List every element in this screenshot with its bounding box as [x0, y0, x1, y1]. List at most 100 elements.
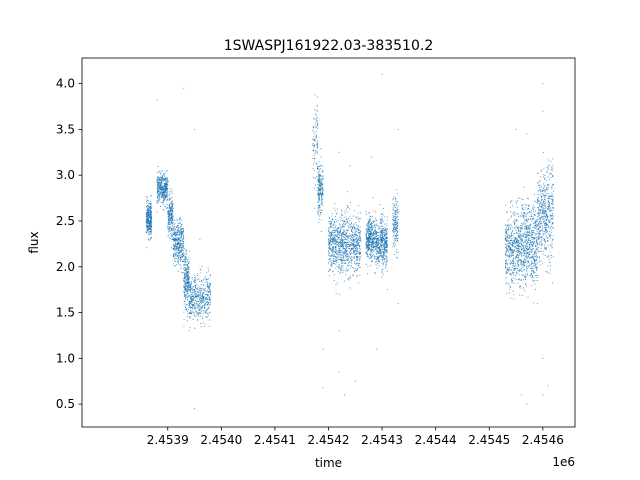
data-point [366, 240, 369, 242]
data-point [384, 255, 386, 257]
data-point [512, 259, 514, 261]
data-point [165, 194, 167, 196]
data-point [384, 247, 386, 249]
data-point [165, 199, 167, 201]
data-point [524, 247, 526, 249]
data-point [366, 214, 368, 216]
data-point [522, 236, 525, 238]
data-point [373, 250, 375, 252]
data-point [359, 256, 361, 258]
data-point [351, 244, 353, 246]
data-point [208, 278, 210, 280]
data-point [159, 199, 161, 201]
data-point [525, 285, 527, 287]
data-point [358, 246, 360, 248]
data-point [197, 273, 199, 275]
data-point [206, 301, 208, 303]
data-point [156, 185, 158, 187]
data-point [181, 272, 183, 274]
data-point [161, 175, 163, 177]
data-point [532, 253, 534, 255]
data-point [514, 256, 516, 258]
data-point [376, 231, 378, 233]
data-point [369, 237, 371, 239]
data-point [177, 223, 179, 225]
data-point [322, 165, 324, 167]
data-point [512, 213, 514, 215]
data-point [369, 218, 371, 220]
data-point [331, 221, 333, 223]
data-point [354, 252, 357, 255]
data-point [320, 164, 322, 167]
data-point [516, 226, 519, 228]
data-point [195, 311, 197, 313]
data-point [377, 243, 379, 245]
data-point [380, 237, 382, 239]
data-point [370, 222, 372, 224]
data-point [165, 184, 167, 186]
data-point [313, 146, 315, 148]
data-point [348, 255, 350, 257]
data-point [369, 254, 371, 257]
data-point [518, 279, 520, 281]
data-point [332, 212, 334, 214]
data-point [340, 243, 342, 245]
data-point [320, 230, 323, 233]
data-point [337, 243, 339, 245]
data-point [162, 209, 164, 211]
data-point [372, 225, 374, 227]
data-point [382, 264, 384, 266]
data-point [533, 273, 535, 275]
data-point [344, 262, 347, 264]
data-point [336, 240, 338, 243]
data-point [345, 244, 347, 246]
data-point [505, 253, 508, 255]
data-point [317, 180, 319, 182]
data-point [187, 283, 189, 285]
data-point [530, 236, 532, 238]
data-point [371, 254, 374, 257]
data-point [506, 228, 508, 230]
data-point [354, 254, 356, 256]
data-point [177, 247, 179, 249]
data-point [176, 227, 178, 229]
data-point [347, 235, 349, 237]
data-point [187, 267, 189, 269]
data-point [395, 228, 397, 230]
data-point [523, 217, 525, 219]
data-point [207, 314, 209, 316]
data-point [181, 247, 183, 250]
data-point [187, 293, 189, 295]
data-point [386, 270, 388, 272]
data-point [346, 245, 348, 247]
data-point [165, 197, 167, 199]
data-point [395, 203, 398, 205]
data-point [321, 196, 323, 199]
data-point [515, 274, 517, 277]
data-point [521, 207, 523, 209]
data-point [384, 235, 386, 237]
data-point [331, 250, 333, 252]
data-point [372, 231, 374, 233]
data-point [167, 204, 169, 206]
data-point [171, 214, 173, 216]
data-point [365, 263, 367, 265]
data-point [355, 249, 357, 252]
data-point [535, 242, 537, 245]
data-point [171, 228, 173, 230]
data-point [203, 290, 205, 292]
data-point [334, 222, 336, 224]
data-point [519, 225, 521, 227]
data-point [145, 201, 147, 203]
chart-title: 1SWASPJ161922.03-383510.2 [224, 38, 433, 54]
data-point [312, 138, 314, 140]
data-point [514, 264, 516, 266]
data-point [524, 231, 526, 233]
data-point [376, 248, 378, 250]
data-point [359, 235, 361, 237]
data-point [206, 289, 208, 291]
data-point [347, 249, 349, 251]
data-point [348, 227, 350, 229]
data-point [208, 285, 210, 287]
data-point [340, 250, 342, 252]
